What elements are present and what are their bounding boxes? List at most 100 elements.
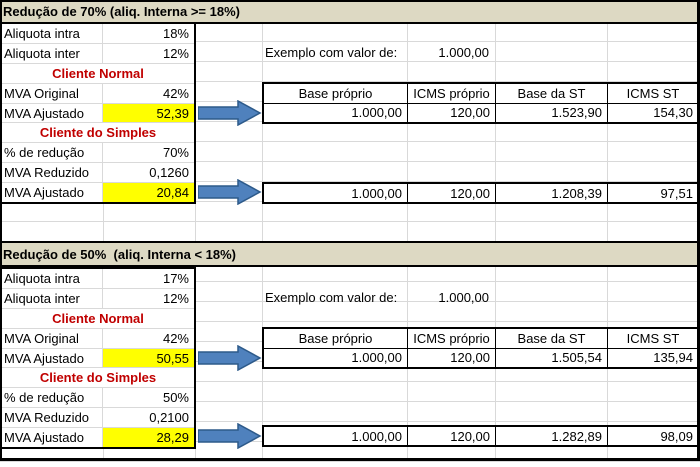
right-arrow-icon (198, 345, 262, 371)
row-label: Aliquota intra (2, 24, 103, 43)
highlighted-value-cell[interactable]: 52,39 (103, 103, 194, 123)
section2-results-table: Base próprio ICMS próprio Base da ST ICM… (262, 327, 700, 369)
table-row: 1.000,00 120,00 1.523,90 154,30 (264, 103, 698, 122)
panel-row: MVA Ajustado 28,29 (2, 428, 194, 448)
table-cell[interactable]: 1.000,00 (264, 427, 408, 445)
table-cell[interactable]: 1.000,00 (264, 184, 408, 202)
column-header: ICMS próprio (408, 329, 496, 348)
section2-simples-row-table: 1.000,00 120,00 1.282,89 98,09 (262, 425, 700, 447)
row-label: MVA Ajustado (2, 183, 103, 203)
row-label: Aliquota intra (2, 269, 103, 288)
column-header: Base da ST (496, 329, 608, 348)
row-value-cell[interactable]: 17% (162, 270, 189, 286)
panel-row: MVA Reduzido 0,2100 (2, 408, 194, 429)
row-value-cell[interactable]: 0,2100 (149, 410, 189, 426)
panel-row: % de redução 50% (2, 388, 194, 409)
example-value-cell[interactable]: 1.000,00 (438, 44, 489, 60)
table-header-row: Base próprio ICMS próprio Base da ST ICM… (264, 329, 698, 349)
table-cell[interactable]: 135,94 (653, 350, 693, 366)
section2-header-band: Redução de 50% (aliq. Interna < 18%) (0, 241, 700, 267)
section2-title: Redução de 50% (aliq. Interna < 18%) (3, 246, 236, 262)
section1-title: Redução de 70% (aliq. Interna >= 18%) (3, 3, 240, 19)
row-label: MVA Ajustado (2, 103, 103, 123)
table-cell[interactable]: 1.523,90 (496, 103, 608, 122)
panel-row: Aliquota intra 17% (2, 269, 194, 289)
group-header: Cliente Normal (2, 64, 194, 84)
row-label: Aliquota inter (2, 43, 103, 63)
row-label: MVA Ajustado (2, 348, 103, 368)
highlighted-value-cell[interactable]: 50,55 (103, 348, 194, 368)
column-header: Base da ST (496, 84, 608, 103)
row-label: Aliquota inter (2, 288, 103, 308)
row-value-cell[interactable]: 70% (162, 145, 189, 161)
gridline (103, 2, 104, 458)
row-value-cell[interactable]: 42% (162, 85, 189, 101)
row-label: MVA Original (2, 83, 103, 103)
table-cell[interactable]: 1.208,39 (496, 184, 608, 202)
table-cell[interactable]: 120,00 (408, 427, 496, 445)
row-label: % de redução (2, 143, 103, 163)
row-label: MVA Ajustado (2, 428, 103, 448)
table-row: 1.000,00 120,00 1.505,54 135,94 (264, 348, 698, 367)
highlighted-value-cell[interactable]: 28,29 (103, 428, 194, 448)
table-cell[interactable]: 154,30 (653, 105, 693, 121)
row-label: MVA Original (2, 328, 103, 348)
column-header: ICMS ST (626, 330, 680, 346)
panel-row: Aliquota inter 12% (2, 288, 194, 309)
table-cell[interactable]: 1.282,89 (496, 427, 608, 445)
panel-row: MVA Ajustado 20,84 (2, 183, 194, 203)
group-header: Cliente do Simples (2, 368, 194, 389)
panel-row: MVA Reduzido 0,1260 (2, 163, 194, 184)
panel-row: MVA Ajustado 52,39 (2, 103, 194, 124)
section2-mva-panel: Aliquota intra 17% Aliquota inter 12% Cl… (0, 267, 196, 449)
table-row: 1.000,00 120,00 1.208,39 97,51 (264, 184, 698, 202)
row-value-cell[interactable]: 0,1260 (149, 165, 189, 181)
panel-row: Aliquota inter 12% (2, 43, 194, 64)
example-label: Exemplo com valor de: (265, 44, 398, 60)
example-label: Exemplo com valor de: (265, 289, 398, 305)
panel-row: Aliquota intra 18% (2, 24, 194, 44)
table-cell[interactable]: 120,00 (408, 348, 496, 367)
table-cell[interactable]: 120,00 (408, 103, 496, 122)
row-value-cell[interactable]: 12% (162, 45, 189, 61)
column-header: ICMS próprio (408, 84, 496, 103)
table-cell[interactable]: 98,09 (660, 428, 693, 444)
panel-row: MVA Original 42% (2, 83, 194, 104)
column-header: Base próprio (264, 329, 408, 348)
section1-mva-panel: Aliquota intra 18% Aliquota inter 12% Cl… (0, 22, 196, 204)
gridline (495, 2, 496, 458)
gridline (262, 2, 263, 458)
section1-simples-row-table: 1.000,00 120,00 1.208,39 97,51 (262, 182, 700, 204)
panel-row: MVA Original 42% (2, 328, 194, 349)
row-label: % de redução (2, 388, 103, 408)
section1-results-table: Base próprio ICMS próprio Base da ST ICM… (262, 82, 700, 124)
gridline (407, 2, 408, 458)
gridline (195, 2, 196, 458)
group-header: Cliente Normal (2, 309, 194, 329)
row-label: MVA Reduzido (2, 163, 103, 183)
example-value-cell[interactable]: 1.000,00 (438, 289, 489, 305)
column-header: Base próprio (264, 84, 408, 103)
column-header: ICMS ST (626, 85, 680, 101)
table-row: 1.000,00 120,00 1.282,89 98,09 (264, 427, 698, 445)
group-header: Cliente do Simples (2, 123, 194, 144)
row-value-cell[interactable]: 42% (162, 330, 189, 346)
right-arrow-icon (198, 423, 262, 449)
table-cell[interactable]: 1.505,54 (496, 348, 608, 367)
table-cell[interactable]: 97,51 (660, 185, 693, 201)
row-value-cell[interactable]: 50% (162, 390, 189, 406)
highlighted-value-cell[interactable]: 20,84 (103, 183, 194, 203)
row-value-cell[interactable]: 12% (162, 290, 189, 306)
table-cell[interactable]: 1.000,00 (264, 103, 408, 122)
table-cell[interactable]: 120,00 (408, 184, 496, 202)
right-arrow-icon (198, 179, 262, 205)
panel-row: MVA Ajustado 50,55 (2, 348, 194, 369)
table-cell[interactable]: 1.000,00 (264, 348, 408, 367)
row-value-cell[interactable]: 18% (162, 25, 189, 41)
row-label: MVA Reduzido (2, 408, 103, 428)
table-header-row: Base próprio ICMS próprio Base da ST ICM… (264, 84, 698, 104)
panel-row: % de redução 70% (2, 143, 194, 164)
gridline (607, 2, 608, 458)
section1-header-band: Redução de 70% (aliq. Interna >= 18%) (0, 0, 700, 24)
